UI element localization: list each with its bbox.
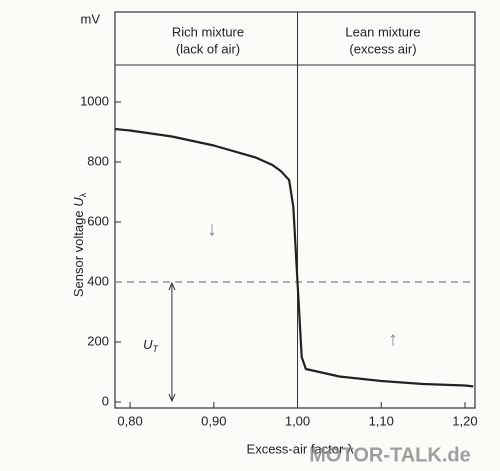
y-axis-label-text: Sensor voltage	[71, 210, 86, 297]
arrow-head	[168, 393, 176, 403]
y-tick-label: 0	[102, 393, 109, 408]
x-axis-label: Excess-air factor λ	[247, 441, 354, 456]
arrow-up: ↑	[388, 328, 398, 350]
y-tick-label: 1000	[80, 93, 109, 108]
header-left: (lack of air)	[176, 41, 240, 56]
x-tick-label: 0,90	[201, 413, 226, 428]
header-left: Rich mixture	[172, 24, 244, 39]
arrow-head	[168, 281, 176, 291]
y-axis-subscript: λ	[78, 192, 88, 197]
header-right: Lean mixture	[345, 24, 420, 39]
y-unit: mV	[81, 11, 101, 26]
y-tick-label: 400	[87, 273, 109, 288]
x-tick-label: 1,10	[369, 413, 394, 428]
x-tick-label: 1,20	[452, 413, 477, 428]
header-right: (excess air)	[349, 41, 416, 56]
annotation-subscript: T	[153, 344, 160, 354]
annotation-symbol: U	[143, 337, 153, 352]
data-line	[114, 127, 474, 388]
y-axis-symbol: U	[71, 197, 86, 207]
y-tick-label: 200	[87, 333, 109, 348]
plot-frame	[114, 11, 476, 409]
y-axis-label: Sensor voltage Uλ	[71, 192, 88, 297]
y-tick-label: 800	[87, 153, 109, 168]
y-tick-label: 600	[87, 213, 109, 228]
x-tick-label: 0,80	[117, 413, 142, 428]
x-tick-label: 1,00	[285, 413, 310, 428]
arrow-down: ↓	[207, 218, 217, 240]
watermark: MOTOR-TALK.de	[309, 444, 470, 466]
annotation: UT	[143, 337, 159, 354]
